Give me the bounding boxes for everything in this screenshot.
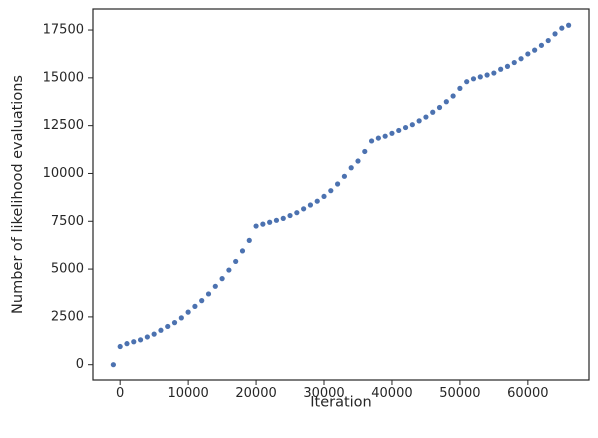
data-point [199,298,205,304]
x-tick-label: 10000 [167,386,208,401]
y-tick-label: 2500 [51,309,84,324]
data-point [110,362,116,368]
data-point [219,276,225,282]
data-point [443,99,449,105]
data-point [362,148,368,155]
data-point [124,341,130,347]
data-point [389,130,395,136]
data-point [335,181,341,187]
data-point [341,173,347,179]
data-point [566,22,572,28]
data-point [470,76,477,82]
y-tick-label: 10000 [43,166,84,181]
data-point [158,327,164,333]
data-point [532,47,538,53]
data-point [416,118,422,124]
data-point [165,323,171,330]
x-tick-label: 30000 [303,386,344,401]
x-tick-label: 40000 [371,386,412,401]
plot-frame [92,8,590,381]
data-point [233,258,239,265]
y-tick-label: 7500 [51,214,84,229]
data-point [226,267,232,273]
y-tick-label: 0 [76,357,84,372]
data-point [396,127,402,134]
data-point [457,85,463,91]
y-tick-label: 12500 [43,118,84,133]
data-point [131,339,137,345]
data-point [117,343,123,350]
y-axis-ticks: 0 2500 5000 7500 10000 12500 15000 17500 [43,23,93,372]
data-point [430,109,436,115]
data-point [287,212,293,219]
data-point [382,133,388,139]
data-point [144,334,150,340]
data-point [464,79,470,85]
y-tick-label: 17500 [43,23,84,38]
data-point [192,303,198,309]
data-point [477,74,483,80]
data-point [171,320,178,326]
data-points [110,22,572,368]
data-point [436,104,443,111]
data-point [151,331,157,337]
data-point [321,193,327,200]
x-tick-label: 20000 [235,386,276,401]
data-point [409,122,415,128]
data-point [552,31,558,37]
data-point [205,291,212,297]
data-point [212,283,218,289]
x-tick-label: 50000 [439,386,480,401]
data-point [355,158,361,164]
x-tick-label: 60000 [507,386,548,401]
x-tick-label: 0 [116,386,124,401]
data-point [178,315,184,321]
y-tick-label: 15000 [43,70,84,85]
data-point [423,114,429,120]
data-point [301,206,307,212]
data-point [518,56,524,62]
data-point [511,59,517,66]
data-point [239,248,246,254]
x-axis-ticks: 0 10000 20000 30000 40000 50000 60000 [116,380,549,401]
data-point [368,138,375,144]
data-point [253,223,259,229]
data-point [314,198,320,204]
data-point [137,337,144,343]
data-point [267,219,273,225]
y-axis-label: Number of likelihood evaluations [10,75,26,314]
data-point [307,202,314,208]
data-point [491,70,497,76]
data-point [328,188,334,194]
data-point [185,309,191,315]
data-point [498,66,504,72]
data-point [504,63,511,69]
data-point [484,72,490,78]
data-point [246,237,252,243]
x-axis-label: Iteration [310,395,372,411]
data-point [280,215,286,221]
y-tick-label: 5000 [51,262,84,277]
data-point [559,25,565,31]
data-point [525,51,531,57]
data-point [402,124,409,131]
data-point [545,37,551,44]
data-point [348,165,354,171]
data-point [294,210,300,216]
data-point [375,135,381,141]
data-point [450,93,456,99]
data-point [538,42,545,48]
data-point [273,217,280,223]
data-point [260,221,266,227]
